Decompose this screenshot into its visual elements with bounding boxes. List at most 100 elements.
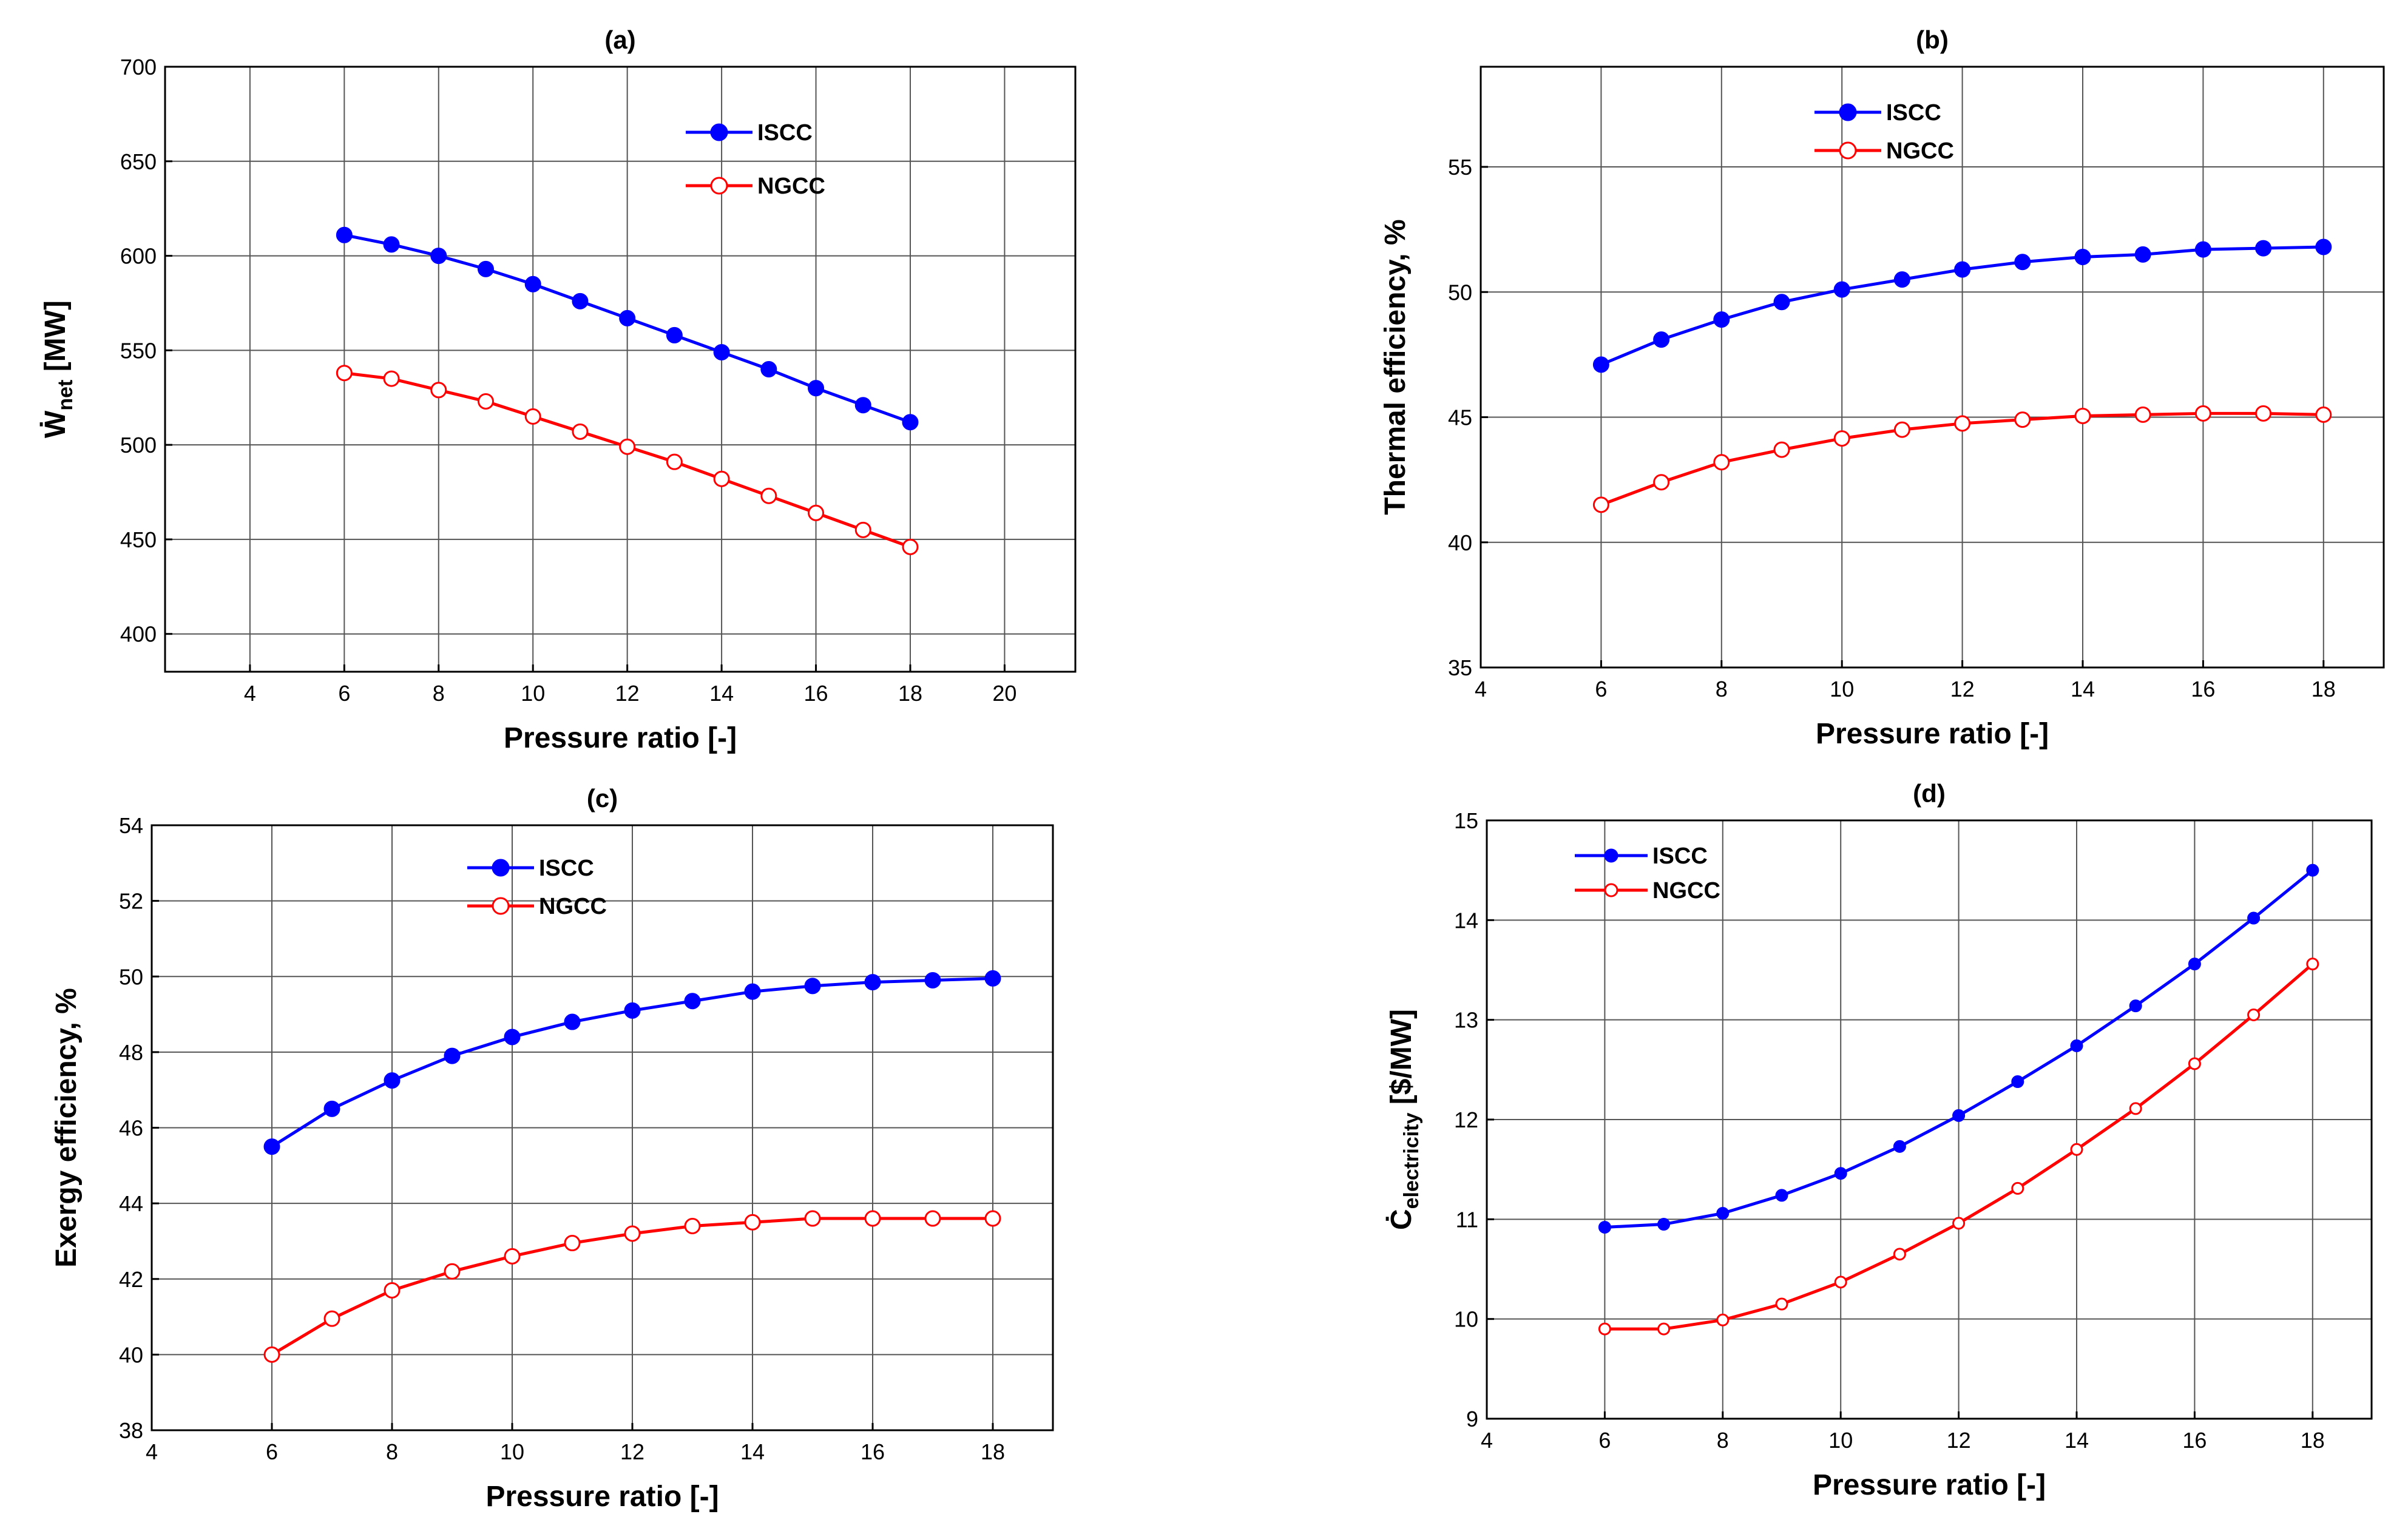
data-point-iscc bbox=[2247, 911, 2261, 925]
chart-panel-1: 4 6 8 10 12 14 16 18 20 400 450 500 550 600 650 700 (a) P… bbox=[39, 25, 1077, 754]
data-point-iscc bbox=[263, 1138, 280, 1155]
x-tick-label: 4 bbox=[146, 1439, 158, 1464]
x-tick-label: 16 bbox=[2191, 677, 2215, 701]
legend-marker bbox=[492, 897, 510, 915]
data-point-ngcc bbox=[444, 1263, 461, 1280]
x-tick-label: 12 bbox=[615, 681, 640, 706]
x-tick-label: 12 bbox=[1947, 1428, 1971, 1453]
y-tick-label: 48 bbox=[119, 1040, 143, 1065]
data-point-ngcc bbox=[1834, 1276, 1847, 1289]
data-point-ngcc bbox=[2129, 1102, 2142, 1115]
data-point-ngcc bbox=[1598, 1322, 1611, 1336]
data-point-iscc bbox=[2255, 240, 2272, 257]
x-tick-label: 12 bbox=[620, 1439, 644, 1464]
legend-item-ngcc: NGCC bbox=[686, 174, 825, 199]
data-point-ngcc bbox=[1773, 441, 1790, 458]
legend-item-ngcc: NGCC bbox=[467, 894, 607, 919]
data-point-ngcc bbox=[1713, 454, 1730, 471]
legend-marker bbox=[1604, 883, 1618, 897]
data-point-iscc bbox=[902, 414, 919, 431]
y-tick-label: 35 bbox=[1448, 655, 1472, 680]
data-point-ngcc bbox=[572, 423, 589, 440]
x-tick-label: 6 bbox=[1598, 1428, 1611, 1453]
y-axis-label-subscript: electricity bbox=[1400, 1113, 1423, 1209]
data-point-iscc bbox=[1954, 261, 1971, 278]
data-point-iscc bbox=[808, 380, 825, 397]
data-point-iscc bbox=[2315, 238, 2332, 255]
y-tick-label: 42 bbox=[119, 1267, 143, 1292]
y-axis-label-main: Exergy efficiency, % bbox=[50, 988, 83, 1268]
y-tick-label: 15 bbox=[1454, 808, 1478, 833]
y-axis-label-main: Ċ bbox=[1385, 1209, 1418, 1230]
data-point-iscc bbox=[744, 983, 761, 1000]
legend-label: NGCC bbox=[1652, 878, 1720, 904]
data-point-iscc bbox=[2011, 1075, 2024, 1089]
x-tick-label: 8 bbox=[1716, 677, 1728, 701]
y-axis-label-subscript: net bbox=[54, 380, 77, 411]
data-point-iscc bbox=[2074, 249, 2091, 265]
chart-panel-4: 4 6 8 10 12 14 16 18 9 10 11 12 13 14 15 (d) Pressure ra… bbox=[1385, 779, 2373, 1501]
y-axis-label: Ẇnet [MW] bbox=[39, 300, 77, 438]
legend-label: ISCC bbox=[1652, 843, 1708, 869]
x-tick-label: 16 bbox=[804, 681, 828, 706]
y-axis-label-unit: [MW] bbox=[39, 300, 72, 380]
data-point-ngcc bbox=[383, 370, 400, 387]
data-point-iscc bbox=[444, 1047, 461, 1064]
x-tick-label: 8 bbox=[1717, 1428, 1729, 1453]
data-point-iscc bbox=[524, 275, 541, 292]
data-point-ngcc bbox=[2188, 1057, 2201, 1070]
data-point-ngcc bbox=[924, 1210, 941, 1227]
data-point-ngcc bbox=[2306, 958, 2319, 971]
data-point-iscc bbox=[1592, 356, 1609, 373]
chart-title: (b) bbox=[1916, 25, 1949, 54]
data-point-iscc bbox=[1893, 271, 1910, 288]
data-point-ngcc bbox=[2134, 406, 2151, 423]
data-point-iscc bbox=[804, 978, 821, 995]
x-tick-label: 14 bbox=[740, 1439, 765, 1464]
y-tick-label: 650 bbox=[120, 149, 157, 174]
data-point-iscc bbox=[1657, 1218, 1671, 1231]
data-point-iscc bbox=[383, 236, 400, 253]
x-tick-label: 6 bbox=[338, 681, 350, 706]
data-point-iscc bbox=[564, 1013, 581, 1030]
x-axis-label: Pressure ratio [-] bbox=[1816, 718, 2049, 750]
x-tick-label: 10 bbox=[521, 681, 545, 706]
chart-title: (c) bbox=[587, 784, 618, 813]
data-point-iscc bbox=[713, 343, 730, 360]
x-tick-label: 20 bbox=[992, 681, 1016, 706]
data-point-iscc bbox=[1893, 1140, 1906, 1153]
x-tick-label: 16 bbox=[861, 1439, 885, 1464]
data-point-ngcc bbox=[2255, 405, 2272, 422]
data-point-ngcc bbox=[323, 1310, 340, 1327]
x-tick-label: 4 bbox=[1475, 677, 1487, 701]
data-point-ngcc bbox=[263, 1346, 280, 1363]
data-point-ngcc bbox=[384, 1282, 401, 1299]
data-point-iscc bbox=[2194, 241, 2211, 258]
y-tick-label: 700 bbox=[120, 55, 157, 79]
x-tick-label: 10 bbox=[1830, 677, 1854, 701]
x-axis-label: Pressure ratio [-] bbox=[485, 1481, 719, 1513]
data-point-ngcc bbox=[564, 1235, 581, 1252]
x-tick-label: 6 bbox=[266, 1439, 278, 1464]
y-tick-label: 55 bbox=[1448, 155, 1472, 180]
y-tick-label: 50 bbox=[1448, 280, 1472, 305]
data-point-iscc bbox=[984, 970, 1001, 987]
data-point-ngcc bbox=[2014, 411, 2031, 428]
plot-frame bbox=[1480, 66, 2385, 669]
data-point-iscc bbox=[1775, 1189, 1788, 1202]
data-point-iscc bbox=[1653, 331, 1670, 348]
y-tick-label: 14 bbox=[1454, 908, 1478, 933]
x-tick-label: 4 bbox=[1481, 1428, 1493, 1453]
y-tick-label: 40 bbox=[1448, 530, 1472, 555]
data-point-iscc bbox=[2306, 863, 2319, 877]
data-point-ngcc bbox=[1893, 1248, 1906, 1261]
data-point-iscc bbox=[760, 361, 777, 377]
x-tick-label: 14 bbox=[709, 681, 734, 706]
legend-item-iscc: ISCC bbox=[467, 856, 594, 881]
data-point-ngcc bbox=[1657, 1322, 1671, 1336]
x-tick-label: 18 bbox=[2301, 1428, 2325, 1453]
x-axis-label: Pressure ratio [-] bbox=[504, 722, 737, 754]
y-tick-label: 13 bbox=[1454, 1008, 1478, 1033]
x-tick-label: 6 bbox=[1595, 677, 1607, 701]
